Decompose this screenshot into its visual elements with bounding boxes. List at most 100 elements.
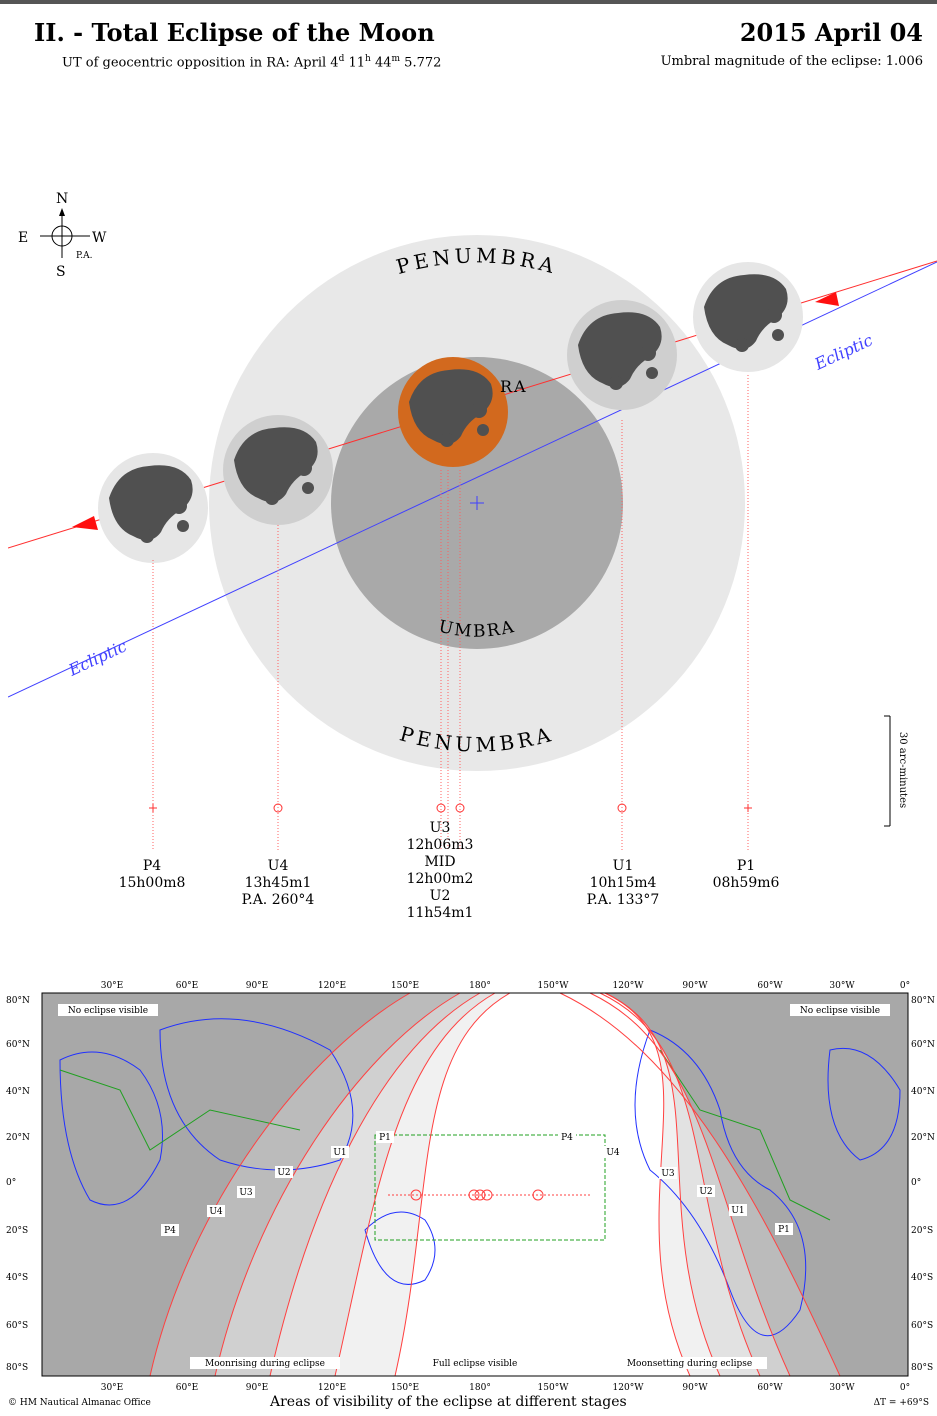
top-longitude-label: 30°W bbox=[829, 981, 855, 991]
eclipse-diagram: N S E W P.A. PENUMBRA PENUMBRA UMBRA RA … bbox=[8, 191, 937, 850]
zone-label: U1 bbox=[731, 1206, 744, 1216]
left-latitude-label: 40°S bbox=[6, 1273, 28, 1283]
scale-label: 30 arc-minutes bbox=[897, 732, 908, 808]
boundary-curve bbox=[269, 992, 481, 1377]
event-p1: P1 08h59m6 bbox=[686, 858, 806, 892]
country-borders bbox=[659, 1049, 831, 1221]
map-boundary-curves bbox=[149, 992, 841, 1377]
drop-marker bbox=[436, 803, 446, 813]
eclipse-date: 2015 April 04 bbox=[739, 18, 923, 47]
top-border bbox=[0, 0, 937, 4]
top-longitude-label: 30°E bbox=[101, 981, 124, 991]
coastline bbox=[827, 1047, 901, 1161]
event-u4-pa: P.A. 260°4 bbox=[241, 892, 315, 908]
bottom-longitude-label: 60°E bbox=[176, 1383, 199, 1393]
zone-label: U2 bbox=[277, 1168, 290, 1178]
zone-label-box bbox=[729, 1204, 747, 1216]
bottom-longitude-label: 150°E bbox=[391, 1383, 419, 1393]
moon-u1 bbox=[567, 300, 677, 410]
top-longitude-label: 60°W bbox=[757, 981, 783, 991]
boundary-curve bbox=[394, 992, 511, 1377]
boundary-curve bbox=[589, 992, 791, 1377]
full-eclipse-label-box bbox=[420, 1357, 530, 1369]
right-latitude-label: 40°N bbox=[911, 1087, 935, 1097]
coastline bbox=[59, 1051, 163, 1206]
opposition-h: h bbox=[365, 54, 371, 64]
boundary-curve bbox=[599, 992, 761, 1377]
zone-label: U3 bbox=[661, 1169, 675, 1179]
left-latitude-label: 0° bbox=[6, 1178, 16, 1188]
bottom-longitude-label: 30°W bbox=[829, 1383, 855, 1393]
credit: © HM Nautical Almanac Office bbox=[8, 1398, 151, 1408]
moonset-label: Moonsetting during eclipse bbox=[627, 1359, 752, 1369]
sub-moon-point bbox=[474, 1189, 486, 1201]
boundary-curve bbox=[604, 992, 691, 1377]
map-frame bbox=[41, 992, 909, 1377]
country-borders bbox=[59, 1069, 301, 1151]
compass-e: E bbox=[18, 230, 28, 246]
event-drop-lines bbox=[149, 375, 752, 850]
no-eclipse-right-box bbox=[790, 1004, 890, 1016]
compass-n: N bbox=[56, 191, 68, 207]
zone-label: U4 bbox=[209, 1207, 223, 1217]
boundary-curve bbox=[559, 992, 841, 1377]
compass-w: W bbox=[92, 230, 107, 246]
drop-marker bbox=[455, 803, 465, 813]
bottom-longitude-label: 150°W bbox=[538, 1383, 570, 1393]
zone-label-box bbox=[659, 1167, 677, 1179]
zone-label-box bbox=[558, 1131, 576, 1143]
compass-pa: P.A. bbox=[76, 251, 93, 261]
top-longitude-label: 90°E bbox=[246, 981, 269, 991]
event-mid-name: MID bbox=[424, 854, 456, 870]
moon-u4 bbox=[223, 415, 333, 525]
no-eclipse-right: No eclipse visible bbox=[800, 1006, 880, 1016]
opposition-time: UT of geocentric opposition in RA: April… bbox=[62, 54, 441, 70]
zone-label-box bbox=[376, 1131, 394, 1143]
top-longitude-label: 120°W bbox=[613, 981, 645, 991]
event-u4-name: U4 bbox=[267, 858, 289, 874]
zone-label: P4 bbox=[561, 1133, 573, 1143]
drop-marker bbox=[617, 803, 627, 813]
top-longitude-label: 180° bbox=[469, 981, 491, 991]
left-latitude-label: 20°S bbox=[6, 1226, 28, 1236]
event-p1-name: P1 bbox=[736, 858, 756, 874]
right-latitude-label: 40°S bbox=[911, 1273, 933, 1283]
zone-label-box bbox=[775, 1223, 793, 1235]
event-u3-time: 12h06m3 bbox=[406, 837, 474, 853]
left-latitude-label: 80°S bbox=[6, 1363, 28, 1373]
right-latitude-label: 20°S bbox=[911, 1226, 933, 1236]
right-latitude-label: 80°N bbox=[911, 996, 935, 1006]
right-latitude-label: 60°S bbox=[911, 1321, 933, 1331]
boundary-curve bbox=[604, 992, 721, 1377]
event-p4: P4 15h00m8 bbox=[92, 858, 212, 892]
opposition-hours: 11 bbox=[344, 55, 366, 71]
event-u1-name: U1 bbox=[612, 858, 634, 874]
coastline bbox=[364, 1211, 436, 1285]
opposition-prefix: UT of geocentric opposition in RA: April… bbox=[62, 55, 339, 71]
bottom-longitude-label: 60°W bbox=[757, 1383, 783, 1393]
zone-label: P1 bbox=[778, 1225, 790, 1235]
event-u1-time: 10h15m4 bbox=[589, 875, 657, 891]
umbra-hidden-label: RA bbox=[500, 377, 528, 396]
moonrise-label: Moonrising during eclipse bbox=[205, 1359, 325, 1369]
zone-label-box bbox=[237, 1186, 255, 1198]
no-eclipse-left-box bbox=[58, 1004, 158, 1016]
map-caption: Areas of visibility of the eclipse at di… bbox=[270, 1394, 627, 1410]
left-latitude-label: 40°N bbox=[6, 1087, 30, 1097]
bottom-longitude-label: 90°W bbox=[682, 1383, 708, 1393]
event-p4-name: P4 bbox=[142, 858, 162, 874]
boundary-curve bbox=[149, 992, 411, 1377]
left-latitude-label: 60°N bbox=[6, 1040, 30, 1050]
coastline bbox=[159, 1018, 354, 1171]
event-p1-time: 08h59m6 bbox=[712, 875, 780, 891]
event-u2-name: U2 bbox=[429, 888, 451, 904]
bottom-longitude-label: 0° bbox=[900, 1383, 910, 1393]
sub-moon-point bbox=[481, 1189, 493, 1201]
zone-label: U2 bbox=[699, 1187, 712, 1197]
top-longitude-label: 60°E bbox=[176, 981, 199, 991]
event-u3: U3 12h06m3 MID 12h00m2 U2 11h54m1 bbox=[380, 820, 500, 922]
page-title: II. - Total Eclipse of the Moon bbox=[34, 18, 435, 47]
map-labels: 30°E 60°E 90°E 120°E 150°E 180° 150°W 120°W 90°W… bbox=[6, 981, 935, 1393]
top-longitude-label: 0° bbox=[900, 981, 910, 991]
